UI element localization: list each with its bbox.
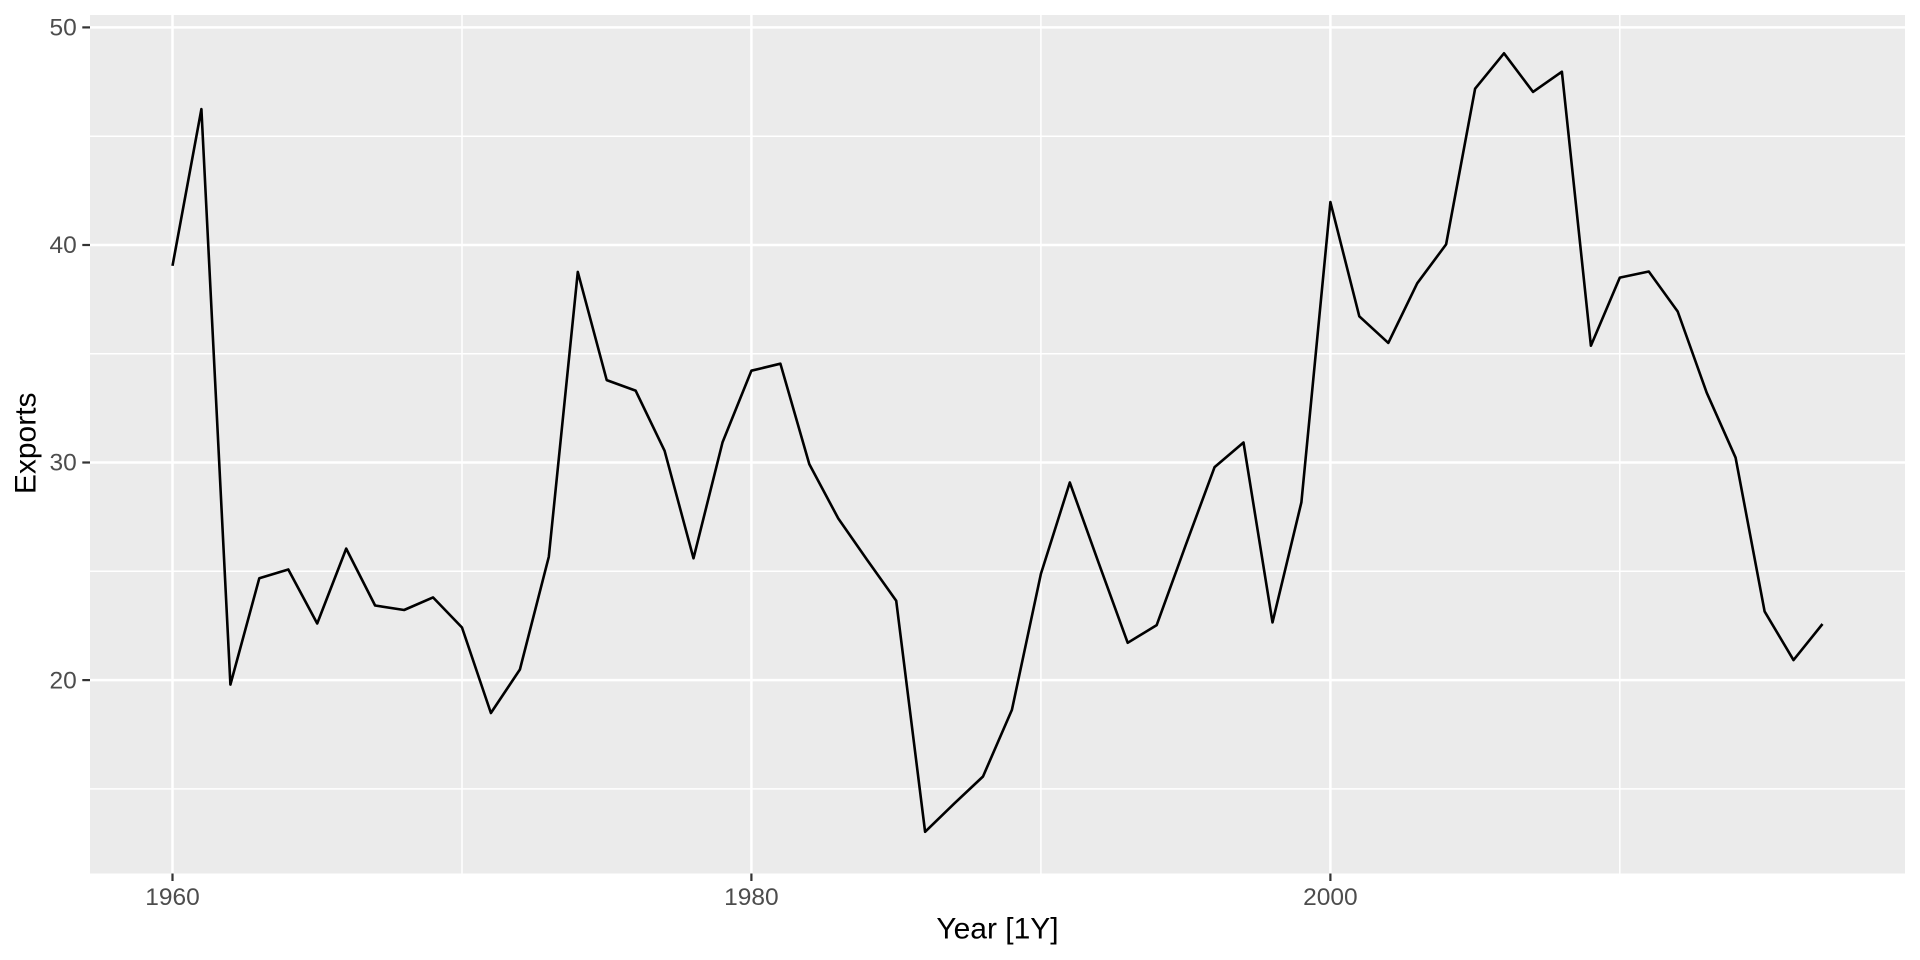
svg-text:2000: 2000 bbox=[1303, 884, 1358, 911]
svg-text:Exports: Exports bbox=[10, 392, 43, 494]
svg-text:30: 30 bbox=[50, 450, 77, 477]
svg-text:50: 50 bbox=[50, 15, 77, 42]
svg-text:40: 40 bbox=[50, 232, 77, 259]
svg-text:1960: 1960 bbox=[145, 884, 200, 911]
svg-text:Year [1Y]: Year [1Y] bbox=[936, 913, 1058, 946]
svg-text:20: 20 bbox=[50, 667, 77, 694]
svg-text:1980: 1980 bbox=[724, 884, 779, 911]
